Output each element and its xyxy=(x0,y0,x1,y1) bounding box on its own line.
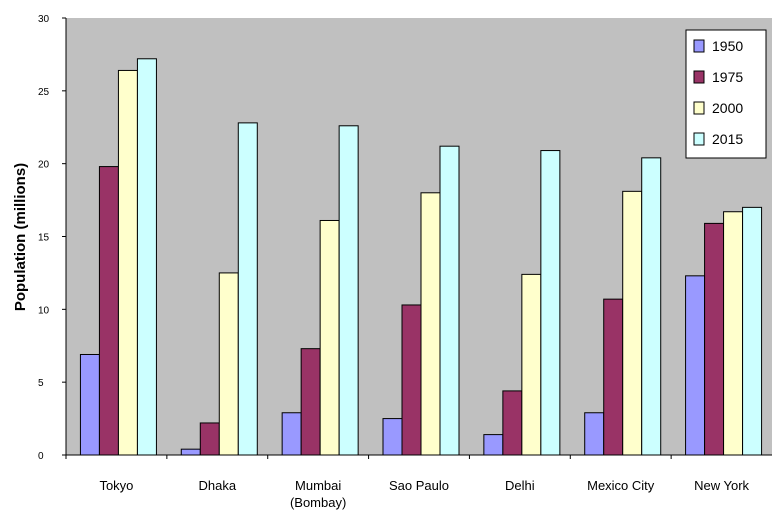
bars-group xyxy=(79,58,763,456)
bar-1950-0 xyxy=(79,353,100,456)
bar-1950-4 xyxy=(483,434,504,456)
y-axis-ticks: 0 5 10 15 20 25 30 xyxy=(38,14,66,462)
bar-1975-4 xyxy=(502,390,523,456)
bar-2000-6 xyxy=(723,211,744,456)
y-tick-label: 5 xyxy=(38,378,44,389)
bar-1950-1 xyxy=(180,448,201,456)
bar-2015-6 xyxy=(742,206,763,456)
category-labels: Tokyo Dhaka Mumbai (Bombay) Sao Paulo Delhi Me… xyxy=(65,455,750,510)
x-category-label: Tokyo xyxy=(99,478,133,493)
bar-1975-3 xyxy=(401,304,422,456)
bar-2000-0 xyxy=(117,69,138,456)
bar-2015-3 xyxy=(439,145,460,456)
bar-2000-3 xyxy=(420,192,441,456)
bar-2000-5 xyxy=(622,190,643,456)
y-tick-label: 15 xyxy=(38,233,50,244)
x-category-label: Dhaka xyxy=(198,478,236,493)
legend-swatch-1975 xyxy=(693,70,705,84)
legend-label-1950: 1950 xyxy=(712,38,743,54)
bar-1950-2 xyxy=(281,412,302,456)
y-tick-label: 25 xyxy=(38,87,50,98)
y-tick-label: 10 xyxy=(38,305,50,316)
legend-label-2000: 2000 xyxy=(712,100,743,116)
legend-label-2015: 2015 xyxy=(712,131,743,147)
bar-2015-4 xyxy=(540,150,561,456)
y-tick-label: 30 xyxy=(38,14,50,25)
bar-2000-1 xyxy=(218,272,239,456)
x-category-label: Mexico City xyxy=(587,478,655,493)
legend: 1950 1975 2000 2015 xyxy=(685,29,767,159)
bar-2015-2 xyxy=(338,125,359,456)
bar-2000-2 xyxy=(319,219,340,456)
legend-swatch-2015 xyxy=(693,132,705,146)
legend-swatch-2000 xyxy=(693,101,705,115)
bar-1950-3 xyxy=(382,418,403,456)
bar-1950-6 xyxy=(685,275,706,456)
bar-2015-0 xyxy=(136,58,157,456)
bar-1975-5 xyxy=(603,298,624,456)
x-category-label: Delhi xyxy=(505,478,535,493)
bar-1975-0 xyxy=(98,166,119,456)
bar-1975-1 xyxy=(199,422,220,456)
bar-2015-1 xyxy=(237,122,258,456)
x-category-label: New York xyxy=(694,478,749,493)
y-tick-label: 0 xyxy=(38,451,44,462)
bar-1975-6 xyxy=(704,222,725,456)
x-category-label: Sao Paulo xyxy=(389,478,449,493)
bar-2000-4 xyxy=(521,273,542,456)
y-axis-label: Population (millions) xyxy=(12,163,29,311)
bar-1975-2 xyxy=(300,348,321,456)
bar-2015-5 xyxy=(641,157,662,456)
legend-label-1975: 1975 xyxy=(712,69,743,85)
x-category-label: Mumbai (Bombay) xyxy=(290,478,346,510)
bar-1950-5 xyxy=(584,412,605,456)
legend-swatch-1950 xyxy=(693,39,705,53)
y-tick-label: 20 xyxy=(38,160,50,171)
